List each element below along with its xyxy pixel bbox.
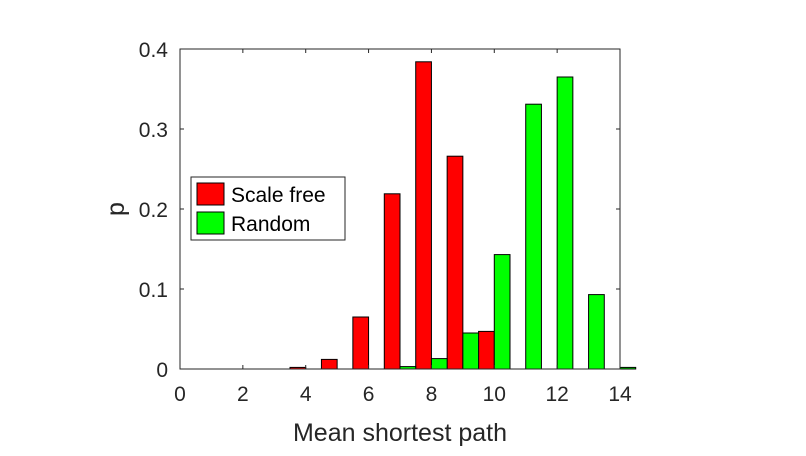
x-tick-label-4: 8 (426, 383, 438, 406)
x-axis-label: Mean shortest path (293, 419, 507, 447)
legend-label-scale-free: Scale free (231, 184, 326, 207)
bar-scale-free-8 (415, 61, 432, 370)
bar-scale-free-9 (446, 155, 464, 370)
legend-swatch-scale-free (196, 182, 225, 206)
bar-random-10 (493, 254, 511, 370)
bar-scale-free-5 (320, 358, 338, 370)
y-axis-label: p (102, 202, 130, 216)
bar-random-12 (556, 76, 574, 370)
bar-scale-free-6 (352, 316, 370, 370)
ticks-group: 0 2 4 6 8 10 12 14 0 0.1 0.2 0.3 0.4 (139, 39, 632, 406)
x-tick-label-0: 0 (174, 383, 186, 406)
y-tick-label-0: 0 (156, 359, 168, 382)
bar-scale-free-10 (478, 330, 495, 370)
x-tick-label-6: 12 (545, 383, 568, 406)
legend-label-random: Random (231, 213, 310, 236)
bar-random-9 (462, 332, 480, 370)
bar-random-14 (619, 366, 637, 370)
x-tick-label-7: 14 (608, 383, 632, 406)
y-tick-label-3: 0.3 (139, 119, 168, 142)
y-tick-label-1: 0.1 (139, 279, 168, 302)
bar-scale-free-7 (383, 193, 401, 370)
bar-random-8 (430, 358, 448, 370)
bar-random-13 (588, 294, 605, 370)
bar-random-11 (525, 103, 542, 370)
y-tick-label-2: 0.2 (139, 199, 168, 222)
legend-swatch-random (196, 211, 225, 235)
x-tick-label-3: 6 (363, 383, 375, 406)
bars-group (289, 61, 637, 370)
x-tick-label-1: 2 (237, 383, 249, 406)
x-tick-label-2: 4 (300, 383, 312, 406)
legend: Scale free Random (190, 176, 346, 241)
x-tick-label-5: 10 (483, 383, 506, 406)
y-tick-label-4: 0.4 (139, 39, 169, 62)
